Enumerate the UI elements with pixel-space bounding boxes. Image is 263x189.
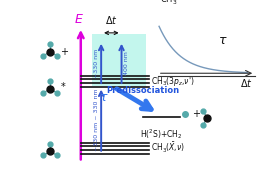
Text: ~330 nm: ~330 nm xyxy=(94,49,99,78)
Text: $\tau$: $\tau$ xyxy=(218,34,228,47)
Bar xyxy=(92,34,146,86)
Text: +: + xyxy=(60,47,68,57)
Text: ~330 nm ~ 330 nm: ~330 nm ~ 330 nm xyxy=(94,89,99,151)
Text: *: * xyxy=(60,82,65,92)
Text: +: + xyxy=(192,109,200,119)
Text: Predissociation: Predissociation xyxy=(106,86,179,95)
Text: $\Delta t$: $\Delta t$ xyxy=(240,77,253,89)
Text: CH$_3^*$: CH$_3^*$ xyxy=(160,0,178,8)
Text: CH$_3$($\bar{X}$,$\nu$): CH$_3$($\bar{X}$,$\nu$) xyxy=(151,141,185,155)
Text: H($^2$S)+CH$_2$: H($^2$S)+CH$_2$ xyxy=(140,127,183,141)
Text: $E$: $E$ xyxy=(74,13,84,26)
Text: CH$_3$(3$p_z$,$\nu$'): CH$_3$(3$p_z$,$\nu$') xyxy=(151,75,195,88)
Text: $\Delta t$: $\Delta t$ xyxy=(105,14,118,26)
Text: $\tau$: $\tau$ xyxy=(99,91,109,104)
Text: 400 nm: 400 nm xyxy=(124,51,129,75)
